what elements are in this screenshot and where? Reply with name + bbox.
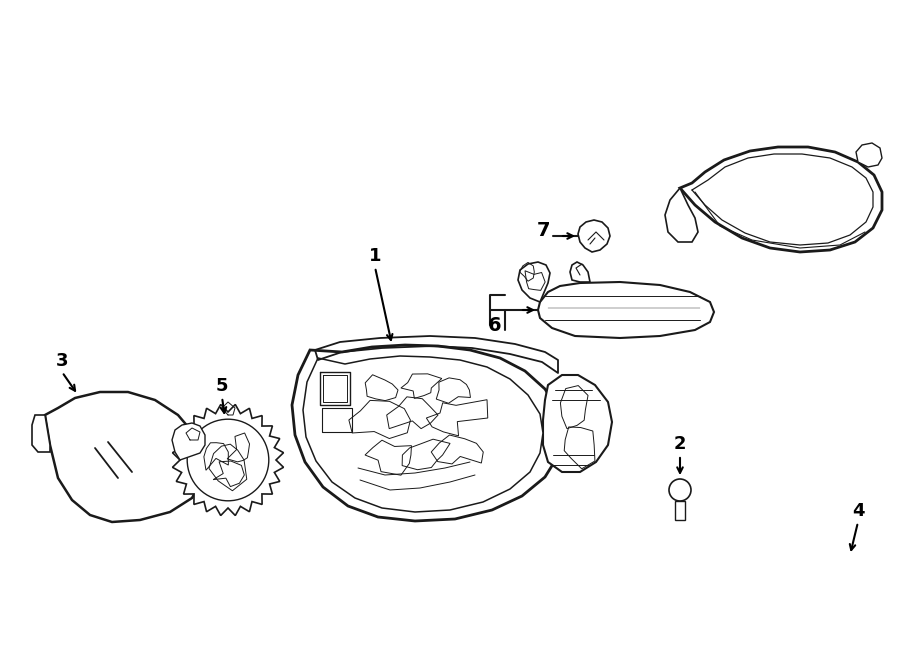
Polygon shape xyxy=(538,282,714,338)
Polygon shape xyxy=(292,345,562,521)
Polygon shape xyxy=(303,356,543,512)
Polygon shape xyxy=(680,147,882,252)
Text: 2: 2 xyxy=(674,435,686,453)
Polygon shape xyxy=(32,415,50,452)
Circle shape xyxy=(669,479,691,501)
Polygon shape xyxy=(543,375,612,472)
Text: 1: 1 xyxy=(369,247,382,265)
Text: 7: 7 xyxy=(536,221,550,240)
Polygon shape xyxy=(856,143,882,167)
Polygon shape xyxy=(665,188,698,242)
Polygon shape xyxy=(570,262,590,282)
Text: 5: 5 xyxy=(216,377,229,395)
Polygon shape xyxy=(578,220,610,252)
Polygon shape xyxy=(675,501,685,520)
Polygon shape xyxy=(45,392,203,522)
Polygon shape xyxy=(173,404,284,516)
Text: 6: 6 xyxy=(488,316,502,335)
Text: 3: 3 xyxy=(56,352,68,370)
Polygon shape xyxy=(518,262,550,302)
Text: 4: 4 xyxy=(851,502,864,520)
Polygon shape xyxy=(172,423,205,460)
